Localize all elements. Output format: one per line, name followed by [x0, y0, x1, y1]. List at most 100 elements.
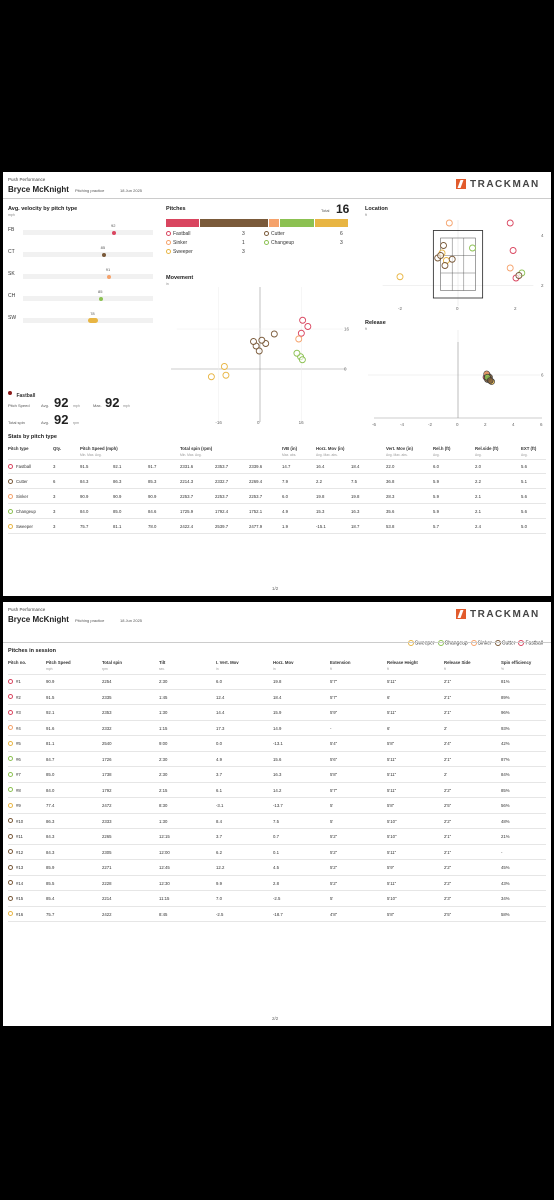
- total-spin-label: Total spin: [8, 420, 25, 425]
- pitch-mix-bar: [166, 219, 349, 227]
- stats-cell: 90.9: [80, 494, 89, 499]
- report-page-1: Push Performance Bryce McKnight Pitching…: [3, 172, 551, 596]
- session-row-dot: [8, 911, 13, 916]
- stats-cell: 36.8: [386, 479, 395, 484]
- session-cell: 2265: [102, 834, 112, 839]
- stats-cell: 2214.3: [180, 479, 194, 484]
- session-cell: 2254: [102, 679, 112, 684]
- stats-row-dot-cutter: [8, 479, 13, 484]
- stats-subheader-8: Avg.: [475, 453, 482, 457]
- session-cell: 5'7": [330, 679, 338, 684]
- session-row-number: #10: [16, 818, 24, 824]
- stats-subheader-7: Avg.: [433, 453, 440, 457]
- session-cell: 2'2": [444, 865, 452, 870]
- session-cell: 84.0: [46, 787, 55, 793]
- stats-cell: 91.5: [80, 464, 89, 469]
- stats-cell: 3: [53, 524, 56, 529]
- session-cell: 9.9: [216, 880, 222, 886]
- session-cell: 2:30: [159, 679, 168, 684]
- session-row-dot: [8, 787, 13, 792]
- location-y-tick: 2: [541, 283, 544, 288]
- session-cell: 14.9: [273, 725, 282, 731]
- location-point-cutter: [440, 242, 447, 249]
- session-row-divider: [8, 812, 546, 814]
- stats-cell: 2422.4: [180, 524, 194, 529]
- session-cell: 2'5": [444, 803, 452, 808]
- session-cell: 17.3: [216, 725, 225, 731]
- stats-cell: 6.0: [433, 464, 439, 469]
- stats-header-8: Rel.side (ft): [475, 446, 499, 451]
- session-cell: 5'11": [387, 710, 397, 715]
- stats-subheader-5: Avg. Max. abs.: [316, 453, 338, 457]
- session-cell: 6.1: [216, 787, 222, 793]
- stats-cell: 35.6: [386, 509, 395, 514]
- session-cell: 5': [330, 896, 334, 901]
- stats-cell: 14.7: [282, 464, 291, 469]
- session-cell: 12:00: [159, 849, 170, 855]
- session-row-divider: [8, 688, 546, 690]
- session-row-number: #5: [16, 741, 21, 746]
- session-cell: 8.4: [216, 818, 222, 824]
- session-cell: 58%: [501, 911, 510, 917]
- stats-row-dot-sweeper: [8, 524, 13, 529]
- stats-cell: -15.1: [316, 524, 326, 529]
- session-cell: 84.3: [46, 834, 55, 839]
- session-cell: 19.8: [273, 679, 282, 684]
- stats-subheader-6: Avg. Max. abs.: [386, 453, 408, 457]
- session-cell: 1726: [102, 756, 112, 762]
- session-row-number: #1: [16, 679, 21, 684]
- session-cell: 5'7": [330, 694, 338, 700]
- stats-cell: 2.2: [475, 479, 481, 484]
- velocity-value-SK: 91: [105, 267, 111, 272]
- session-cell: -13.1: [273, 741, 283, 746]
- stats-cell: 6: [53, 479, 56, 484]
- session-header-2: Total spin: [102, 660, 122, 665]
- session-cell: 0.0: [216, 741, 222, 746]
- movement-x-tick: 16: [299, 420, 305, 425]
- session-row-divider: [8, 766, 546, 767]
- session-cell: 12.4: [216, 694, 225, 700]
- session-cell: 2214: [102, 896, 112, 901]
- session-row-dot: [8, 678, 13, 684]
- session-row-number: #14: [16, 880, 24, 886]
- session-row-divider: [8, 905, 546, 907]
- pitches-title: Pitches: [166, 206, 186, 212]
- session-header-4: I. Vert. Mov: [216, 660, 239, 665]
- location-y-tick: 4: [541, 233, 544, 238]
- velocity-track-SW: [23, 318, 153, 323]
- stats-cell: 3: [53, 464, 56, 469]
- session-cell: 6.0: [216, 679, 222, 684]
- session-row-number: #6: [16, 756, 21, 762]
- session-header-9: Spin efficiency: [501, 660, 532, 665]
- total-spin-avg-label: Avg.: [41, 420, 49, 425]
- session-type: Pitching practice: [75, 618, 105, 623]
- stats-cell: 1.9: [282, 524, 288, 529]
- avg-velocity-unit: mph: [8, 213, 15, 217]
- stats-cell: 16.3: [351, 509, 360, 514]
- movement-title: Movement: [166, 275, 194, 281]
- session-cell: 2:15: [159, 787, 168, 793]
- session-cell: 6.2: [216, 849, 222, 855]
- session-cell: 5': [330, 818, 334, 824]
- legend-name-fastball: Fastball: [173, 230, 191, 237]
- session-header-3: Tilt: [159, 660, 166, 665]
- session-row-divider: [8, 781, 546, 783]
- stats-cell: 2353.7: [215, 464, 229, 469]
- session-cell: 3.7: [216, 834, 222, 839]
- session-subheader-4: in: [216, 667, 219, 671]
- velocity-value-SW: 78: [90, 311, 95, 316]
- session-cell: 15.6: [273, 756, 282, 762]
- stats-header-5: Horz. Mov (in): [316, 446, 345, 451]
- session-row-number: #16: [16, 911, 24, 917]
- location-point-sinker: [445, 219, 453, 227]
- avg-velocity-title: Avg. velocity by pitch type: [8, 206, 78, 212]
- session-cell: 1:15: [159, 725, 168, 731]
- selected-pitch[interactable]: Fastball: [8, 384, 35, 402]
- stats-header-6: Vert. Mov (in): [386, 446, 413, 451]
- session-cell: 2:30: [159, 756, 168, 762]
- stats-header-1: Qty.: [53, 446, 62, 451]
- session-cell: 5'2": [330, 849, 338, 855]
- session-cell: 5'8": [330, 772, 338, 777]
- stats-row-dot-changeup: [8, 509, 13, 514]
- legend-label-changeup: Changeup: [444, 640, 468, 646]
